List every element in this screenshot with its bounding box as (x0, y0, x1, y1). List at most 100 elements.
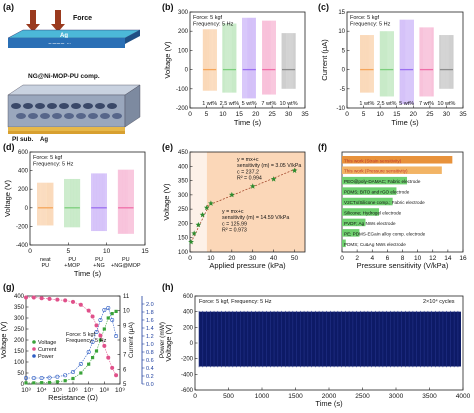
category-label-f: This work (Pressure sensitivity) (344, 169, 408, 174)
annotation-c: Frequency: 5 Hz (350, 22, 391, 28)
x-tick-label: 10 (377, 111, 385, 118)
fit-low-text: y = mx+c (222, 209, 244, 215)
y-tick-label: -5 (340, 87, 346, 93)
x-tick-label: 2000 (322, 393, 337, 400)
series-line-power (26, 307, 117, 379)
mop-particle (52, 113, 62, 119)
x-tick-label: 20 (252, 111, 260, 118)
x-tick-label: 500 (223, 393, 234, 400)
data-point-current (90, 314, 95, 319)
x-axis-label-h: Time (s) (315, 399, 343, 408)
data-point-power (106, 305, 111, 310)
data-point-voltage (47, 380, 52, 385)
data-point-current (71, 299, 76, 304)
y-tick-label: 300 (178, 193, 189, 199)
category-label-f: This work (Strain sensitivity) (344, 158, 402, 163)
data-point-current (102, 343, 107, 348)
data-point-voltage (110, 312, 114, 316)
plot-frame-c (346, 11, 464, 109)
y-tick-label: 0.0 (146, 382, 154, 388)
y-tick-label: 400 (18, 169, 29, 175)
data-point-voltage (79, 371, 83, 375)
data-point-power (39, 375, 44, 380)
ag-bottom-label: Ag (40, 137, 48, 143)
y-tick-label: 100 (178, 48, 189, 54)
data-point-current (94, 323, 99, 328)
data-point-power (55, 374, 60, 379)
y-tick-label: -600 (181, 388, 194, 394)
x-tick-label: 4000 (456, 393, 471, 400)
y-tick-label: 0.6 (146, 358, 154, 364)
x-axis-label-f: Pressure sensitivity (V/kPa) (357, 261, 449, 270)
y-axis-label-current: Current (μA) (128, 322, 135, 358)
data-point-current (78, 302, 83, 307)
category-label-f: PDMS; BiTO and rGO electrode (344, 190, 410, 195)
y-axis-label-g: Voltage (V) (0, 321, 8, 359)
series-label-b: 5 wt% (242, 101, 257, 107)
data-point-voltage (55, 380, 59, 384)
x-tick-label: 6 (386, 255, 390, 262)
data-point-power (31, 375, 36, 380)
x-tick-label: 10³ (21, 387, 31, 394)
x-tick-label: 10 (414, 255, 422, 262)
data-point-voltage (106, 316, 110, 320)
data-point-current (86, 308, 91, 313)
y-tick-label: -10 (336, 106, 345, 112)
x-tick-label: 1500 (288, 393, 303, 400)
x-tick-label: 8 (401, 255, 405, 262)
mop-particle (23, 103, 33, 109)
mop-particle (28, 113, 38, 119)
data-point-current (23, 295, 28, 300)
x-tick-label: 16 (459, 255, 467, 262)
y-tick-label: 200 (18, 187, 29, 193)
x-tick-label: 35 (301, 111, 309, 118)
series-label-d: +NG (93, 263, 104, 269)
panel-letter-f: (f) (318, 142, 327, 152)
mop-particle (64, 113, 74, 119)
data-point-voltage (63, 379, 67, 383)
series-label-d: PU (122, 257, 130, 263)
mop-particle (107, 103, 117, 109)
panel-letter-e: (e) (162, 142, 173, 152)
sensitivity-bar (342, 176, 408, 185)
y-tick-label: 9 (123, 323, 127, 329)
mop-particle (16, 113, 26, 119)
fit-high-text: R² = 0.994 (237, 176, 262, 182)
data-point-current (47, 296, 52, 301)
data-point-e (291, 167, 298, 173)
x-tick-label: 14 (444, 255, 452, 262)
data-point-e (229, 191, 235, 198)
data-point-e (191, 230, 197, 236)
y-axis-label-d: Voltage (V) (3, 179, 12, 217)
series-label-b: 2.5 wt% (220, 101, 240, 107)
annotation-g: Force: 5 kgf (66, 332, 96, 338)
series-label-d: +MOP (64, 263, 80, 269)
ag-label: Ag (60, 33, 68, 39)
y-tick-label: 150 (14, 349, 25, 355)
substrate-label: PI sub. (12, 136, 34, 143)
x-tick-label: 10 (207, 255, 215, 262)
data-point-voltage (98, 338, 103, 342)
series-label-d: PU (68, 257, 76, 263)
series-label-d: neat (40, 257, 51, 263)
y-axis-label-b: Voltage (V) (163, 41, 172, 79)
category-label-f: V2CTx/Silicone comp.; Fabric electrode (344, 200, 425, 205)
mop-particle (59, 103, 69, 109)
data-point-voltage (71, 376, 75, 381)
y-tick-label: -200 (16, 224, 29, 230)
composite-label: NG@Ni-MOP-PU comp. (28, 73, 100, 80)
data-point-power (98, 317, 103, 322)
sensitivity-bar (342, 156, 453, 164)
y-tick-label: 10 (123, 309, 130, 315)
x-tick-label: 15 (236, 111, 244, 118)
series-label-d: PU (95, 257, 103, 263)
data-point-power (47, 375, 52, 380)
panel-letter-h: (h) (162, 282, 174, 292)
y-tick-label: 0 (190, 341, 194, 347)
x-tick-label: 25 (269, 111, 277, 118)
y-tick-label: 11 (123, 294, 130, 300)
x-tick-label: 10⁸ (99, 387, 109, 394)
series-label-b: 1 wt% (202, 101, 217, 107)
x-axis-label-g: Resistance (Ω) (48, 393, 98, 402)
x-tick-label: 0 (188, 255, 192, 262)
